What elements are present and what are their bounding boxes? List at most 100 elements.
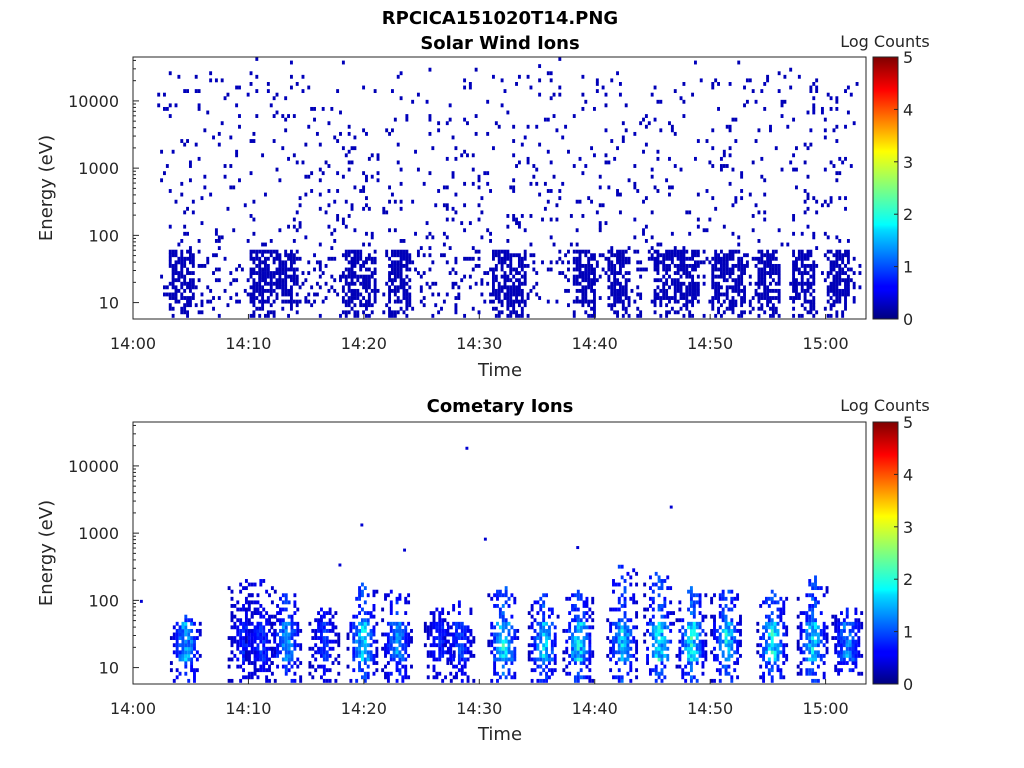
- spectrogram-cell: [782, 611, 786, 616]
- spectrogram-cell: [171, 274, 175, 279]
- spectrogram-cell: [313, 117, 316, 122]
- spectrogram-cell: [687, 646, 690, 651]
- spectrogram-cell: [623, 589, 627, 594]
- spectrogram-cell: [174, 292, 178, 297]
- spectrogram-cell: [728, 306, 732, 311]
- spectrogram-cell: [621, 306, 625, 311]
- spectrogram-cell: [814, 582, 817, 587]
- spectrogram-cell: [497, 310, 501, 315]
- spectrogram-cell: [618, 192, 622, 197]
- spectrogram-cell: [711, 278, 715, 283]
- spectrogram-cell: [757, 306, 761, 311]
- spectrogram-cell: [512, 189, 516, 193]
- spectrogram-cell: [846, 253, 850, 258]
- colorbar-label: Log Counts: [840, 32, 930, 51]
- spectrogram-cell: [545, 636, 548, 640]
- spectrogram-cell: [823, 231, 827, 236]
- spectrogram-cell: [512, 285, 516, 290]
- spectrogram-cell: [362, 189, 366, 193]
- spectrogram-cell: [180, 281, 184, 286]
- spectrogram-cell: [265, 675, 269, 680]
- spectrogram-cell: [532, 267, 536, 272]
- spectrogram-cell: [643, 607, 647, 612]
- spectrogram-cell: [663, 625, 667, 630]
- x-tick-label: 14:40: [572, 699, 618, 718]
- spectrogram-cell: [682, 114, 686, 118]
- spectrogram-cell: [539, 596, 543, 601]
- spectrogram-cell: [538, 142, 542, 147]
- spectrogram-cell: [386, 675, 390, 680]
- spectrogram-cell: [766, 78, 770, 83]
- spectrogram-cell: [800, 271, 804, 275]
- spectrogram-cell: [184, 614, 188, 619]
- spectrogram-cell: [635, 657, 639, 662]
- spectrogram-cell: [617, 632, 621, 637]
- spectrogram-cell: [767, 661, 771, 665]
- spectrogram-cell: [347, 288, 351, 293]
- spectrogram-cell: [734, 249, 738, 254]
- spectrogram-cell: [336, 171, 340, 176]
- spectrogram-cell: [281, 646, 285, 651]
- spectrogram-cell: [728, 267, 732, 272]
- spectrogram-cell: [675, 618, 679, 623]
- spectrogram-cell: [545, 678, 548, 683]
- spectrogram-cell: [796, 614, 800, 619]
- spectrogram-cell: [359, 267, 363, 272]
- spectrogram-cell: [411, 199, 415, 204]
- spectrogram-cell: [256, 632, 260, 637]
- spectrogram-cell: [513, 596, 517, 601]
- spectrogram-cell: [760, 296, 764, 300]
- spectrogram-cell: [698, 639, 702, 644]
- spectrogram-cell: [229, 296, 233, 300]
- spectrogram-cell: [500, 267, 504, 272]
- spectrogram-cell: [668, 285, 671, 290]
- spectrogram-cell: [268, 639, 271, 644]
- spectrogram-cell: [687, 643, 690, 648]
- spectrogram-cell: [799, 625, 803, 630]
- spectrogram-cell: [344, 299, 348, 304]
- spectrogram-cell: [188, 249, 192, 254]
- spectrogram-cell: [317, 646, 321, 651]
- y-axis-label: Energy (eV): [36, 500, 57, 606]
- spectrogram-cell: [769, 306, 772, 311]
- spectrogram-cell: [721, 593, 725, 598]
- spectrogram-cell: [520, 296, 524, 300]
- spectrogram-cell: [835, 178, 839, 183]
- spectrogram-cell: [842, 650, 846, 655]
- spectrogram-cell: [621, 292, 625, 297]
- spectrogram-cell: [480, 281, 484, 286]
- spectrogram-cell: [806, 310, 810, 315]
- spectrogram-cell: [662, 256, 666, 261]
- spectrogram-cell: [669, 600, 673, 605]
- spectrogram-cell: [373, 271, 377, 275]
- spectrogram-cell: [777, 71, 781, 76]
- spectrogram-cell: [287, 299, 291, 304]
- spectrogram-cell: [327, 189, 331, 193]
- spectrogram-cell: [360, 636, 364, 640]
- spectrogram-cell: [395, 636, 399, 640]
- spectrogram-cell: [452, 621, 456, 626]
- spectrogram-cell: [743, 267, 746, 272]
- spectrogram-cell: [651, 596, 655, 601]
- spectrogram-cell: [168, 260, 172, 265]
- spectrogram-cell: [826, 235, 830, 240]
- spectrogram-cell: [443, 643, 447, 648]
- spectrogram-cell: [194, 303, 198, 308]
- spectrogram-cell: [247, 675, 251, 680]
- spectrogram-cell: [243, 203, 247, 208]
- spectrogram-cell: [815, 310, 819, 315]
- spectrogram-cell: [575, 242, 579, 247]
- spectrogram-cell: [590, 267, 594, 272]
- spectrogram-cell: [687, 621, 690, 626]
- spectrogram-cell: [635, 600, 639, 605]
- spectrogram-cell: [620, 653, 624, 658]
- spectrogram-cell: [266, 288, 270, 293]
- spectrogram-cell: [449, 646, 453, 651]
- spectrogram-cell: [359, 189, 363, 193]
- spectrogram-cell: [582, 600, 586, 605]
- spectrogram-cell: [325, 643, 329, 648]
- spectrogram-cell: [405, 299, 409, 304]
- spectrogram-cell: [509, 313, 513, 318]
- spectrogram-cell: [678, 618, 682, 623]
- spectrogram-cell: [819, 639, 823, 644]
